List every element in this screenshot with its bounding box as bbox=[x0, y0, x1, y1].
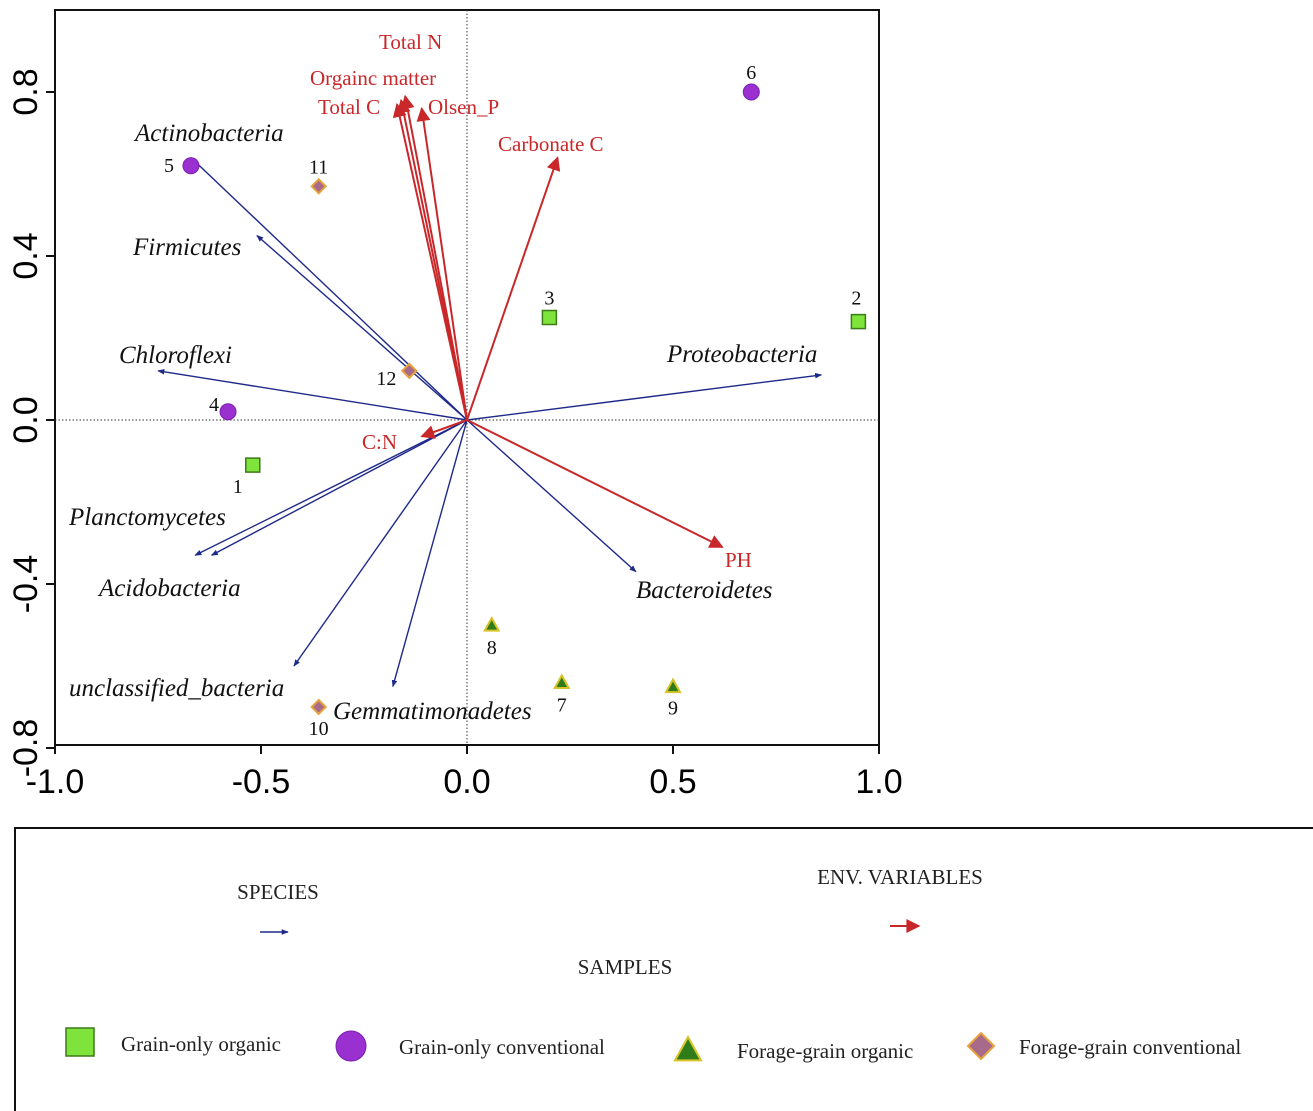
y-tick-label: 0.4 bbox=[7, 232, 45, 279]
sample-marker bbox=[310, 698, 328, 716]
y-tick-label: -0.8 bbox=[7, 719, 45, 778]
y-tick-label: 0.0 bbox=[7, 396, 45, 443]
zero-lines bbox=[55, 10, 879, 745]
species-arrow bbox=[391, 419, 468, 688]
sample-label: 7 bbox=[557, 694, 567, 716]
sample-marker bbox=[553, 673, 571, 689]
species-label: Bacteroidetes bbox=[636, 577, 773, 604]
y-tick-label: 0.8 bbox=[7, 68, 45, 115]
sample-marker bbox=[541, 309, 558, 326]
species-arrow bbox=[466, 419, 637, 573]
env-label: PH bbox=[725, 548, 752, 572]
sample-label: 12 bbox=[376, 368, 396, 390]
x-tick-label: 0.5 bbox=[649, 763, 696, 801]
sample-label: 10 bbox=[309, 718, 329, 740]
env-label: Total C bbox=[318, 95, 380, 119]
sample-marker bbox=[245, 457, 261, 473]
y-tick-label: -0.4 bbox=[7, 555, 45, 614]
legend-group-label: Forage-grain conventional bbox=[1019, 1035, 1241, 1059]
species-label: Planctomycetes bbox=[68, 504, 226, 531]
sample-marker bbox=[483, 615, 501, 632]
env-label: Olsen_P bbox=[428, 95, 499, 119]
legend-marker-circle bbox=[335, 1030, 367, 1062]
env-label: C:N bbox=[362, 430, 397, 454]
species-label: unclassified_bacteria bbox=[69, 675, 284, 702]
sample-marker bbox=[850, 313, 867, 330]
species-label: Gemmatimonadetes bbox=[333, 698, 532, 725]
axis-ticks: -1.0 -0.5 0.0 0.5 1.0 -0.8 -0.4 0.0 0.4 0.8 bbox=[7, 68, 903, 801]
sample-label: 1 bbox=[233, 476, 243, 498]
species-arrow bbox=[293, 419, 468, 667]
legend-species-title: SPECIES bbox=[237, 880, 319, 904]
sample-label: 11 bbox=[309, 156, 328, 178]
env-arrow bbox=[416, 107, 468, 421]
env-arrows bbox=[392, 94, 724, 548]
sample-marker bbox=[400, 362, 418, 380]
legend-box bbox=[14, 827, 1313, 1111]
species-label: Actinobacteria bbox=[133, 120, 284, 147]
sample-points bbox=[182, 83, 867, 716]
sample-label: 9 bbox=[668, 698, 678, 720]
species-arrow bbox=[157, 369, 468, 421]
species-arrow bbox=[190, 157, 468, 421]
legend-marker-diamond bbox=[966, 1031, 996, 1061]
env-arrow bbox=[392, 102, 468, 421]
env-label: Total N bbox=[379, 30, 442, 54]
legend-group-label: Grain-only organic bbox=[121, 1032, 281, 1056]
sample-marker bbox=[310, 177, 328, 195]
x-tick-label: 1.0 bbox=[855, 763, 902, 801]
plot-labels: Actinobacteria Firmicutes Chloroflexi Prote… bbox=[68, 30, 861, 740]
species-label: Chloroflexi bbox=[119, 342, 232, 369]
sample-label: 3 bbox=[544, 288, 554, 310]
legend-env-title: ENV. VARIABLES bbox=[817, 865, 983, 889]
species-arrow bbox=[210, 419, 468, 556]
sample-label: 5 bbox=[164, 155, 174, 177]
legend-group-label: Grain-only conventional bbox=[399, 1035, 605, 1059]
sample-label: 4 bbox=[209, 394, 219, 416]
legend-samples-title: SAMPLES bbox=[578, 955, 673, 979]
species-label: Acidobacteria bbox=[97, 575, 241, 602]
species-arrows bbox=[157, 157, 823, 688]
sample-label: 6 bbox=[746, 62, 756, 84]
sample-label: 8 bbox=[487, 637, 497, 659]
sample-marker bbox=[219, 403, 237, 421]
species-arrow bbox=[194, 419, 468, 556]
legend-marker-triangle bbox=[673, 1034, 703, 1062]
env-label: Carbonate C bbox=[498, 132, 604, 156]
env-arrow bbox=[420, 419, 468, 439]
sample-marker bbox=[664, 677, 682, 694]
x-tick-label: -1.0 bbox=[26, 763, 85, 801]
sample-label: 2 bbox=[851, 288, 861, 310]
legend-marker-square bbox=[65, 1027, 95, 1057]
species-label: Firmicutes bbox=[132, 234, 241, 261]
env-arrow bbox=[466, 419, 724, 548]
env-label: Orgainc matter bbox=[310, 66, 436, 90]
species-arrow bbox=[466, 372, 823, 421]
x-tick-label: 0.0 bbox=[443, 763, 490, 801]
legend: SPECIES ENV. VARIABLES SAMPLES Grain-only o… bbox=[65, 865, 1241, 1063]
x-tick-label: -0.5 bbox=[232, 763, 291, 801]
env-arrow bbox=[466, 156, 561, 421]
sample-marker bbox=[742, 83, 760, 101]
species-label: Proteobacteria bbox=[666, 341, 817, 368]
species-arrow bbox=[256, 234, 468, 421]
sample-marker bbox=[182, 157, 200, 175]
legend-group-label: Forage-grain organic bbox=[737, 1039, 913, 1063]
